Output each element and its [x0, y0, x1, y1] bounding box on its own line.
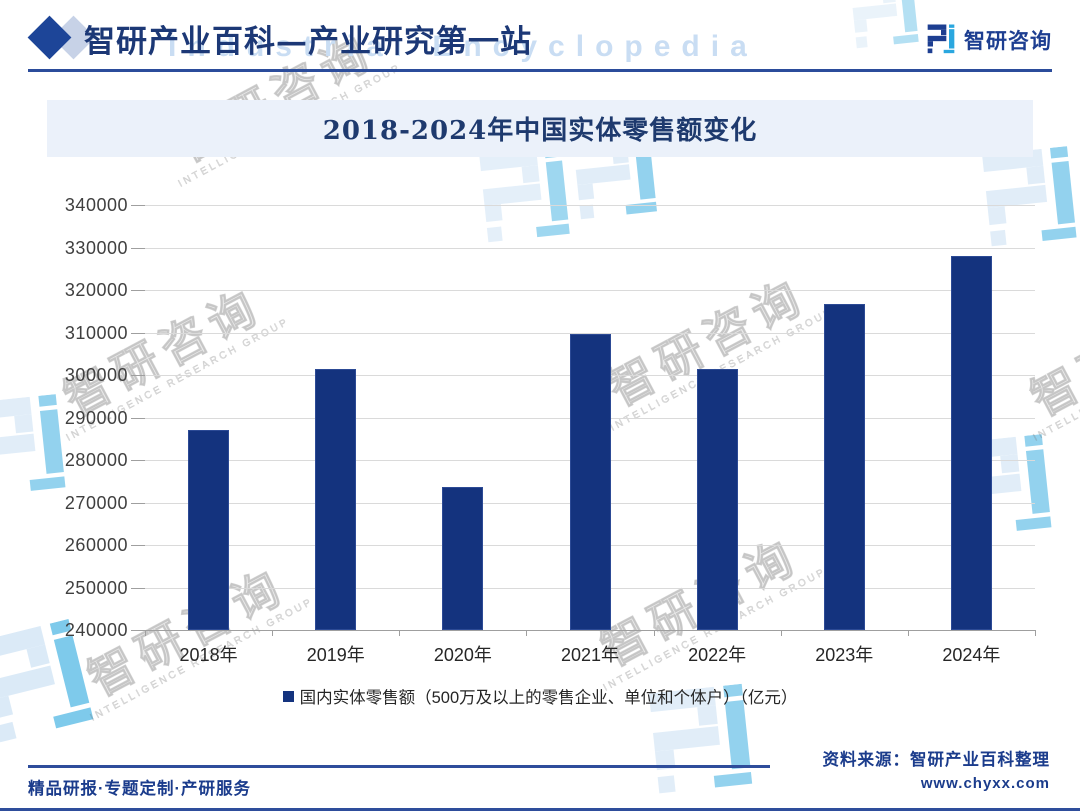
gridline — [145, 247, 1035, 249]
y-axis-label: 310000 — [64, 322, 128, 343]
y-axis-label: 270000 — [64, 492, 128, 513]
bar-2021年 — [569, 333, 611, 630]
y-axis-tick — [131, 205, 145, 206]
bar-2023年 — [823, 303, 865, 630]
gridline — [145, 290, 1035, 291]
y-axis-label: 240000 — [64, 620, 128, 640]
x-axis-tick — [653, 630, 655, 636]
x-axis-label: 2023年 — [815, 645, 874, 665]
bar-2020年 — [442, 486, 484, 630]
y-axis-label: 290000 — [64, 407, 128, 428]
bar-2022年 — [696, 369, 738, 630]
y-axis-label: 340000 — [64, 195, 128, 215]
header: 智研产业百科—产业研究第一站 .pi-cyan{fill:#2aa7df;} 智… — [0, 0, 1080, 72]
x-axis-label: 2018年 — [179, 645, 238, 665]
diamond-icon — [27, 15, 72, 60]
x-axis-tick — [399, 630, 401, 636]
y-axis-tick — [131, 247, 145, 249]
x-axis-label: 2024年 — [942, 645, 1001, 665]
y-axis-tick — [131, 587, 145, 589]
header-watermark-text: Industrial Encyclopedia — [168, 30, 758, 63]
y-axis-label: 300000 — [64, 365, 128, 385]
legend-label: 国内实体零售额（500万及以上的零售企业、单位和个体户）（亿元） — [299, 689, 798, 707]
legend-marker-icon — [282, 690, 294, 702]
bottom-divider — [0, 808, 1080, 811]
chart-title-banner: 2018-2024年中国实体零售额变化 — [47, 100, 1033, 157]
x-axis-tick — [145, 630, 146, 636]
x-axis-label: 2021年 — [560, 645, 620, 665]
y-axis-label: 320000 — [64, 280, 128, 300]
gridline — [145, 332, 1035, 334]
y-axis-tick — [131, 332, 145, 334]
y-axis-tick — [131, 460, 145, 461]
brand-name: 智研咨询 — [964, 29, 1052, 53]
x-axis-tick — [907, 630, 909, 636]
zhiyan-logo-icon: .pi-cyan{fill:#2aa7df;} — [927, 24, 955, 54]
y-axis-label: 280000 — [64, 450, 128, 470]
y-axis-tick — [131, 502, 145, 504]
site-title: 智研产业百科—产业研究第一站 — [84, 24, 532, 60]
x-axis-line — [145, 630, 1035, 631]
x-axis-label: 2022年 — [688, 645, 747, 665]
x-axis-tick — [1035, 630, 1036, 636]
y-axis-label: 260000 — [64, 535, 128, 555]
footer-services: 精品研报·专题定制·产研服务 — [28, 780, 251, 798]
footer-divider — [28, 765, 770, 768]
y-axis-tick — [131, 545, 145, 546]
y-axis-tick — [131, 290, 145, 291]
y-axis-tick — [131, 375, 145, 376]
chart-legend: 国内实体零售额（500万及以上的零售企业、单位和个体户）（亿元） — [0, 684, 1080, 708]
bar-2019年 — [315, 369, 357, 630]
source-note: 资料来源：智研产业百科整理 — [822, 751, 1050, 769]
y-axis-tick — [131, 417, 145, 419]
gridline — [145, 205, 1035, 206]
brand-logo: .pi-cyan{fill:#2aa7df;} 智研咨询 — [927, 24, 1052, 55]
x-axis-label: 2020年 — [433, 645, 492, 665]
y-axis-label: 250000 — [64, 577, 128, 598]
bar-2024年 — [950, 256, 992, 630]
y-axis-tick — [131, 630, 145, 631]
x-axis-tick — [272, 630, 274, 636]
chart-title: 2018-2024年中国实体零售额变化 — [322, 116, 758, 146]
x-axis-tick — [526, 630, 528, 636]
y-axis-label: 330000 — [64, 237, 128, 258]
x-axis-tick — [780, 630, 782, 636]
bar-2018年 — [188, 430, 230, 630]
header-divider — [28, 69, 1052, 72]
website-link[interactable]: www.chyxx.com — [920, 775, 1050, 792]
x-axis-label: 2019年 — [306, 645, 365, 665]
